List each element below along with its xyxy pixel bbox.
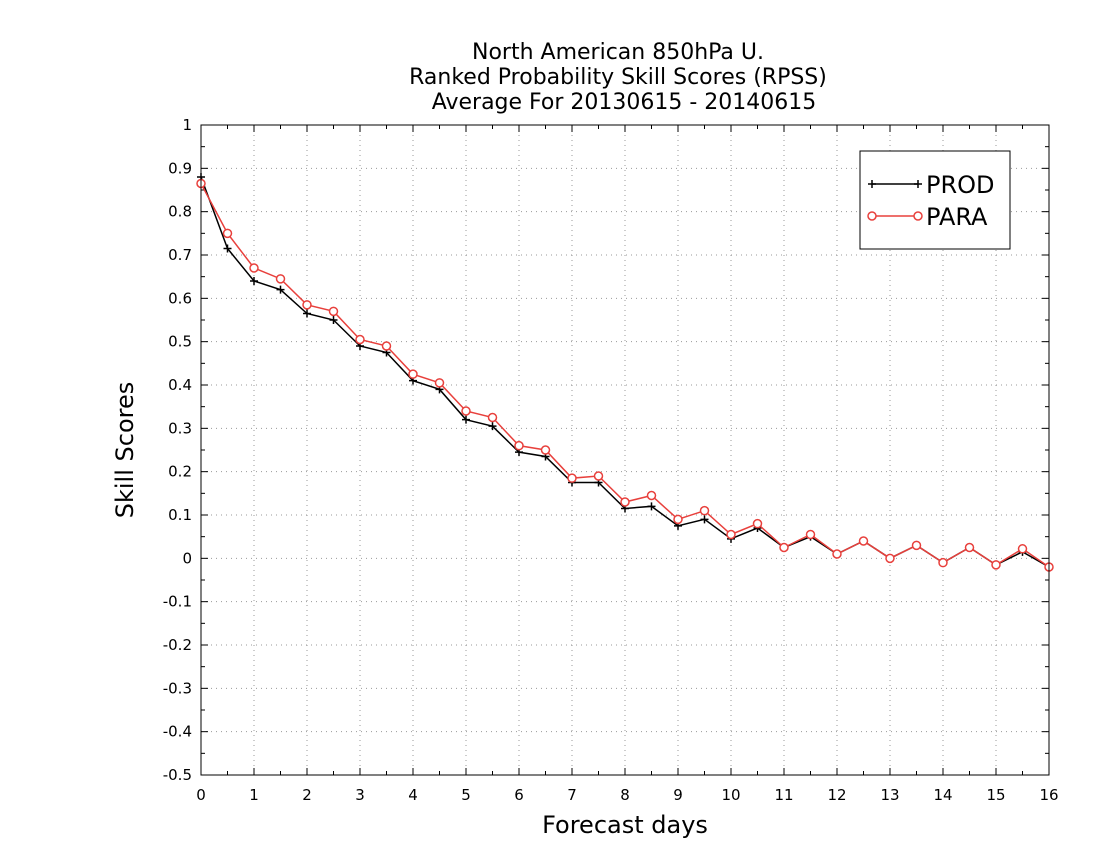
chart-title-line-2: Ranked Probability Skill Scores (RPSS) (409, 65, 827, 90)
x-tick-label: 15 (986, 786, 1005, 804)
data-point-para (805, 529, 816, 540)
x-tick-label: 11 (774, 786, 793, 804)
y-axis-title: Skill Scores (111, 382, 139, 519)
x-tick-label: 9 (673, 786, 683, 804)
y-tick-label: 0.4 (168, 376, 192, 394)
x-tick-label: 2 (302, 786, 312, 804)
data-point-para (434, 378, 445, 388)
y-tick-label: 0.8 (168, 203, 192, 221)
data-point-para (328, 306, 339, 317)
x-tick-label: 3 (355, 786, 365, 804)
x-tick-label: 4 (408, 786, 418, 804)
data-point-para (355, 334, 365, 345)
data-point-para (832, 549, 842, 559)
data-point-prod (223, 244, 232, 253)
y-tick-label: 0.2 (168, 463, 192, 481)
legend-prod-marker-icon (868, 180, 922, 188)
legend-box (859, 150, 1011, 250)
plot-area-frame (200, 124, 1050, 776)
data-point-para (487, 412, 498, 423)
data-point-prod (488, 422, 497, 431)
data-point-para (964, 542, 975, 553)
y-tick-label: 0.1 (168, 506, 192, 524)
y-tick-label: 0.7 (168, 246, 192, 264)
legend-para-marker-icon (913, 211, 923, 221)
legend-prod-label: PROD (926, 171, 995, 199)
x-tick-label: 7 (567, 786, 577, 804)
legend-entry-para: PARA (867, 203, 988, 231)
data-point-para (646, 490, 657, 501)
data-point-para (726, 529, 736, 540)
data-point-para (302, 300, 312, 310)
data-point-para (222, 228, 233, 239)
data-point-prod (647, 502, 656, 511)
x-tick-label: 10 (721, 786, 740, 804)
data-point-para (461, 406, 471, 416)
axis-ticks: 0 1 2 3 4 5 6 7 8 9 10 11 12 13 14 15 16-0.5-0.4-0.3-0.2… (163, 116, 1059, 804)
data-point-para (1017, 544, 1028, 554)
data-point-para (381, 341, 392, 351)
y-tick-label: 0.5 (168, 333, 192, 351)
data-point-prod (329, 316, 338, 324)
y-tick-label: -0.1 (163, 593, 192, 611)
data-point-para (752, 518, 763, 529)
x-tick-label: 0 (196, 786, 206, 804)
chart-title: North American 850hPa U. Ranked Probabil… (409, 40, 827, 115)
data-point-para (275, 274, 286, 284)
data-point-para (673, 514, 683, 525)
data-point-para (991, 560, 1001, 570)
data-point-para (249, 263, 259, 273)
y-tick-label: 1 (182, 116, 192, 134)
x-tick-label: 14 (933, 786, 952, 804)
legend-para-marker-icon (867, 211, 877, 221)
chart-title-line-1: North American 850hPa U. (472, 40, 764, 65)
x-tick-label: 16 (1039, 786, 1058, 804)
x-tick-label: 8 (620, 786, 630, 804)
x-tick-label: 12 (827, 786, 846, 804)
data-point-para (938, 557, 948, 568)
y-tick-label: -0.3 (163, 679, 192, 697)
data-point-prod (700, 515, 709, 524)
data-point-para (514, 440, 524, 451)
y-tick-label: -0.4 (163, 723, 192, 741)
legend: PROD PARA (859, 150, 1011, 250)
y-tick-label: 0.9 (168, 159, 192, 177)
data-point-para (620, 497, 630, 507)
x-tick-label: 5 (461, 786, 471, 804)
data-point-para (885, 553, 895, 564)
data-point-para (699, 505, 710, 516)
chart-title-line-3: Average For 20130615 - 20140615 (432, 90, 817, 115)
legend-entry-prod: PROD (868, 171, 995, 199)
legend-para-label: PARA (926, 203, 988, 231)
y-tick-label: 0.3 (168, 419, 192, 437)
x-tick-label: 6 (514, 786, 524, 804)
x-tick-label: 13 (880, 786, 899, 804)
y-tick-label: 0.6 (168, 289, 192, 307)
data-point-prod (250, 277, 258, 285)
x-tick-label: 1 (249, 786, 259, 804)
data-point-prod (276, 285, 285, 294)
data-point-para (911, 540, 922, 551)
series-para (196, 178, 1054, 572)
data-point-prod (303, 309, 311, 318)
data-point-prod (462, 415, 470, 424)
data-point-para (540, 445, 551, 455)
data-point-para (567, 473, 577, 483)
y-tick-label: 0 (182, 549, 192, 567)
data-point-para (593, 471, 604, 481)
y-tick-label: -0.2 (163, 636, 192, 654)
series-lines (196, 173, 1054, 572)
data-point-para (779, 542, 789, 553)
data-point-para (858, 536, 869, 546)
data-point-para (408, 369, 418, 379)
y-tick-label: -0.5 (163, 766, 192, 784)
x-axis-title: Forecast days (542, 811, 708, 839)
